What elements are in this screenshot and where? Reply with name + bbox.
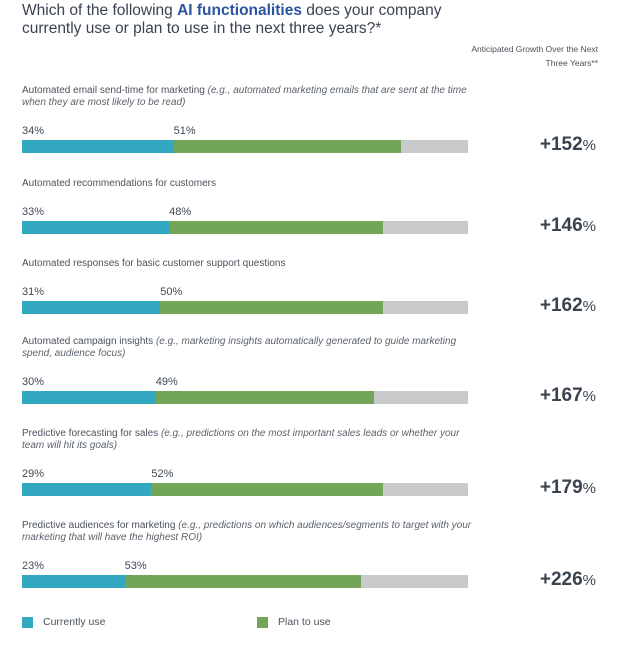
current-value-label: 33% [22,206,45,218]
bar-current-use [22,483,152,496]
current-value-label: 23% [22,560,45,572]
bar-track [22,391,468,404]
bar-track [22,140,468,153]
category-name: Automated recommendations for customers [22,178,216,189]
title-suffix: does your company currently use or plan … [22,2,442,37]
title-highlight: AI functionalities [177,2,302,19]
growth-value: +146% [540,215,596,237]
bar-current-use [22,301,161,314]
growth-value: +179% [540,477,596,499]
bar-current-use [22,221,170,234]
legend-item-current: Currently use [22,616,105,628]
legend-swatch-current [22,616,33,628]
bar-plan-to-use [173,140,402,153]
bar-plan-to-use [124,575,361,588]
growth-unit: % [582,572,596,589]
title-prefix: Which of the following [22,2,178,19]
category-label: Automated campaign insights (e.g., marke… [22,336,472,360]
bar-plan-to-use [151,483,384,496]
category-example: (e.g., predictions on the most important… [22,428,460,451]
bar-track [22,221,468,234]
current-value-label: 34% [22,125,45,137]
bar-current-use [22,391,156,404]
growth-number: +167 [539,385,583,406]
growth-unit: % [582,480,596,497]
growth-value: +167% [540,385,596,407]
plan-value-label: 52% [151,468,174,480]
category-example: (e.g., automated marketing emails that a… [22,85,467,108]
plan-value-label: 48% [169,206,192,218]
bar-current-use [22,140,174,153]
legend: Currently use Plan to use [0,616,622,632]
growth-value: +226% [540,569,596,591]
legend-swatch-plan [257,616,268,628]
category-name: Predictive forecasting for sales [22,428,159,439]
category-label: Automated responses for basic customer s… [22,258,472,270]
growth-unit: % [582,388,596,405]
category-name: Automated campaign insights [22,336,154,347]
category-example: (e.g., marketing insights automatically … [22,336,457,359]
growth-number: +152 [539,134,583,155]
growth-column-header: Anticipated Growth Over the Next Three Y… [471,44,598,68]
bar-track [22,301,468,314]
bar-plan-to-use [155,391,375,404]
category-example: (e.g., predictions on which audiences/se… [22,520,472,543]
category-label: Automated email send-time for marketing … [22,85,472,109]
category-label: Predictive audiences for marketing (e.g.… [22,520,472,544]
current-value-label: 31% [22,286,45,298]
growth-unit: % [582,298,596,315]
growth-value: +152% [540,134,596,156]
growth-unit: % [582,137,596,154]
category-name: Predictive audiences for marketing [22,520,176,531]
category-name: Automated email send-time for marketing [22,85,205,96]
legend-label-current: Currently use [43,616,106,628]
current-value-label: 29% [22,468,45,480]
plan-value-label: 51% [173,125,196,137]
growth-number: +146 [539,215,583,236]
plan-value-label: 50% [160,286,183,298]
bar-plan-to-use [160,301,384,314]
category-label: Automated recommendations for customers [22,178,472,190]
bar-track [22,575,468,588]
category-name: Automated responses for basic customer s… [22,258,286,269]
plan-value-label: 53% [124,560,147,572]
growth-number: +179 [539,477,583,498]
legend-label-plan: Plan to use [278,616,331,628]
legend-item-plan: Plan to use [257,616,331,628]
bar-track [22,483,468,496]
growth-unit: % [582,218,596,235]
growth-number: +226 [539,569,583,590]
bar-plan-to-use [169,221,384,234]
growth-number: +162 [539,295,583,316]
chart-title: Which of the following AI functionalitie… [22,2,492,38]
growth-value: +162% [540,295,596,317]
category-label: Predictive forecasting for sales (e.g., … [22,428,472,452]
bar-current-use [22,575,125,588]
plan-value-label: 49% [155,376,178,388]
current-value-label: 30% [22,376,45,388]
